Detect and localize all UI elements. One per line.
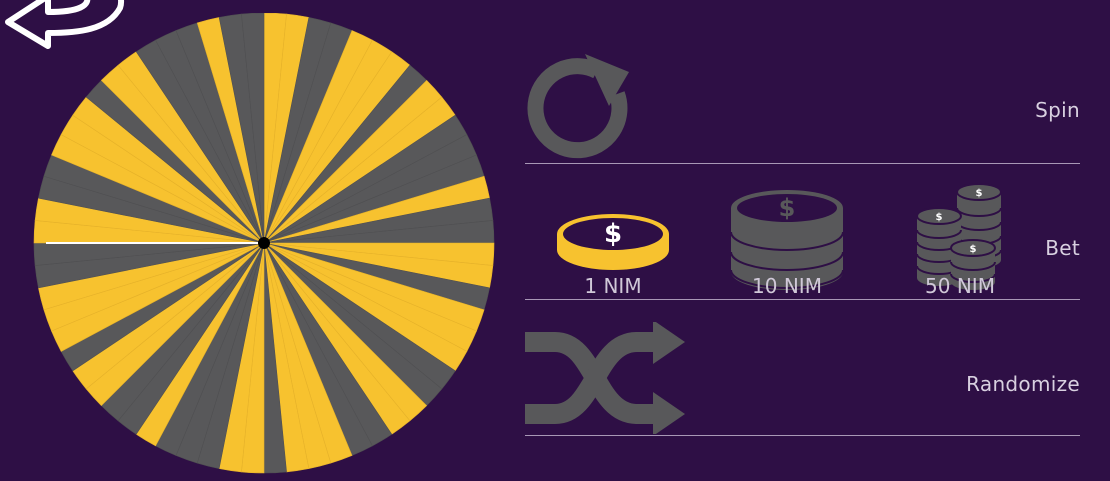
wheel-segment xyxy=(241,13,265,244)
svg-text:$: $ xyxy=(936,212,943,223)
back-arrow-icon xyxy=(5,0,125,49)
shuffle-icon xyxy=(525,320,685,436)
coin-stack-icon: $ xyxy=(730,190,844,290)
divider-randomize xyxy=(525,435,1080,436)
wheel-graphic xyxy=(33,13,495,474)
svg-text:$: $ xyxy=(779,194,796,222)
bet-chip-1-nim-label: 1 NIM xyxy=(584,274,642,298)
bet-chip-10-nim[interactable]: $ xyxy=(727,186,847,292)
svg-text:$: $ xyxy=(604,219,622,249)
bet-chip-50-nim[interactable]: $ $ $ xyxy=(915,182,1005,292)
single-coin-icon: $ xyxy=(557,214,669,270)
spin-label: Spin xyxy=(1035,98,1080,122)
divider-spin xyxy=(525,163,1080,164)
svg-text:$: $ xyxy=(976,188,983,199)
wheel-segments xyxy=(33,13,495,474)
coin-piles-icon: $ $ $ xyxy=(916,183,1002,290)
controls-panel: Spin $ 1 NIM $ 10 NIM $ xyxy=(525,0,1080,444)
wheel-hub xyxy=(258,237,270,249)
bet-chip-10-nim-label: 10 NIM xyxy=(752,274,822,298)
divider-bet xyxy=(525,299,1080,300)
prize-wheel[interactable] xyxy=(30,13,498,481)
bet-label: Bet xyxy=(1045,236,1080,260)
randomize-label: Randomize xyxy=(966,372,1080,396)
spin-button[interactable] xyxy=(525,54,637,164)
refresh-icon xyxy=(527,54,629,159)
back-button[interactable] xyxy=(0,0,130,56)
bet-chip-50-nim-label: 50 NIM xyxy=(925,274,995,298)
bet-chip-1-nim[interactable]: $ xyxy=(553,208,673,272)
svg-text:$: $ xyxy=(970,244,977,255)
randomize-button[interactable] xyxy=(525,320,687,436)
